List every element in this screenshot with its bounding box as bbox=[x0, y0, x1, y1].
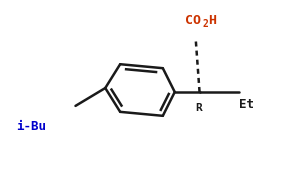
Text: Et: Et bbox=[239, 98, 254, 111]
Text: 2: 2 bbox=[203, 19, 209, 29]
Text: CO: CO bbox=[185, 14, 201, 28]
Text: R: R bbox=[196, 103, 202, 113]
Text: i-Bu: i-Bu bbox=[16, 120, 46, 133]
Text: H: H bbox=[209, 14, 216, 28]
